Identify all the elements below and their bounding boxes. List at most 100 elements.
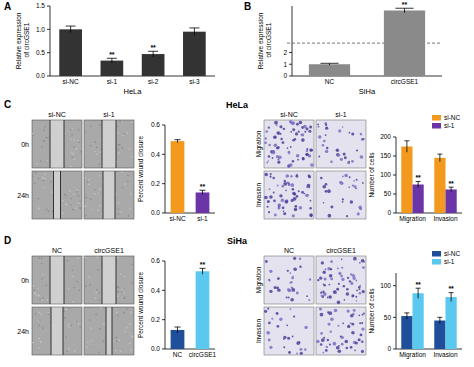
y-label: Percent wound closure — [137, 272, 144, 339]
stained-cell — [276, 155, 279, 158]
stained-cell — [289, 272, 291, 274]
photo-grid: NCcircGSE1MigrationInvasion — [255, 247, 366, 355]
y-axis — [50, 6, 51, 76]
chart: 012**NCcircGSE1SiHaRelative expression o… — [257, 1, 442, 96]
photo-texture — [79, 201, 81, 202]
stained-cell — [320, 343, 323, 346]
stained-cell — [274, 135, 277, 138]
photo-texture — [129, 208, 131, 209]
y-tick — [162, 261, 165, 262]
y-tick-label: 50 — [384, 190, 392, 197]
stained-cell — [324, 278, 327, 281]
stained-cell — [320, 291, 322, 293]
photo-texture — [123, 292, 125, 293]
stained-cell — [361, 350, 364, 353]
stained-cell — [336, 153, 339, 156]
row-label: Migration — [255, 130, 263, 157]
photo-texture — [118, 144, 120, 145]
plot-area — [59, 26, 205, 76]
photo-texture — [94, 142, 96, 143]
photo-texture — [38, 198, 40, 199]
photo-bg — [316, 171, 366, 219]
photo-texture — [115, 337, 117, 338]
stained-cell — [323, 140, 326, 143]
y-tick-label: 1.5 — [36, 2, 45, 9]
stained-cell — [283, 336, 286, 339]
photo-texture — [74, 321, 76, 322]
plot-area — [171, 140, 210, 213]
stained-cell — [336, 149, 339, 152]
y-tick-label: 0.0 — [36, 72, 45, 79]
photo-bg — [316, 307, 366, 355]
stained-cell — [333, 290, 337, 294]
stained-cell — [298, 131, 300, 133]
photo-texture — [80, 151, 82, 152]
stained-cell — [327, 267, 331, 271]
photo-texture — [34, 292, 36, 293]
stained-cell — [297, 159, 299, 161]
stained-cell — [338, 325, 340, 327]
stained-cell — [296, 175, 299, 178]
chart: 0.00.20.40.6**si-NCsi-1Percent wound clo… — [137, 121, 215, 222]
stained-cell — [281, 198, 285, 202]
bar — [434, 321, 445, 350]
stained-cell — [274, 144, 278, 148]
stained-cell — [274, 286, 277, 289]
photo-texture — [131, 121, 133, 122]
bar — [142, 54, 165, 76]
stained-cell — [308, 130, 311, 133]
y-tick-label: 2 — [283, 49, 287, 56]
photo-texture — [99, 152, 101, 153]
stained-cell — [287, 147, 289, 149]
stained-cell — [337, 349, 341, 353]
photo-texture — [77, 190, 79, 191]
wound-edge — [116, 256, 117, 304]
photo-texture — [132, 264, 134, 265]
y-tick — [393, 137, 396, 138]
stained-cell — [319, 276, 322, 279]
stained-cell — [268, 155, 271, 158]
photo-texture — [47, 137, 49, 138]
column-label: circGSE1 — [94, 247, 124, 254]
stained-cell — [328, 311, 332, 315]
photo-texture — [72, 276, 74, 277]
photo-texture — [40, 341, 42, 342]
significance: ** — [448, 180, 454, 187]
stained-cell — [326, 147, 328, 149]
stained-cell — [326, 346, 328, 348]
stained-cell — [264, 196, 268, 200]
panel-label: D — [4, 235, 11, 246]
photo-texture — [116, 341, 118, 342]
wound-edge — [102, 120, 103, 168]
photo-texture — [39, 295, 41, 296]
photo-texture — [131, 335, 133, 336]
photo-texture — [73, 152, 75, 153]
photo-texture — [129, 323, 131, 324]
photo-texture — [96, 289, 98, 290]
x-tick-label: circGSE1 — [189, 351, 217, 358]
stained-cell — [305, 153, 308, 156]
column-label: si-NC — [48, 111, 66, 118]
stained-cell — [346, 292, 349, 295]
stained-cell — [341, 343, 344, 346]
wound-edge — [115, 171, 116, 219]
photo-texture — [74, 139, 76, 140]
stained-cell — [296, 341, 300, 345]
y-label: Relative expression of circGSE1 — [15, 12, 30, 69]
stained-cell — [359, 322, 361, 324]
photo-texture — [118, 149, 120, 150]
photo-texture — [46, 209, 48, 210]
legend-swatch — [432, 123, 441, 129]
stained-cell — [277, 185, 279, 187]
photo-texture — [71, 128, 73, 129]
y-tick-label: 100 — [380, 282, 391, 289]
stained-cell — [358, 338, 361, 341]
photo-texture — [71, 139, 73, 140]
photo-texture — [98, 175, 100, 176]
stained-cell — [348, 186, 350, 188]
photo-texture — [64, 194, 66, 195]
y-tick-label: 0.5 — [36, 49, 45, 56]
y-tick-label: 1.0 — [36, 26, 45, 33]
stained-cell — [337, 268, 339, 270]
row-label: Migration — [255, 266, 263, 293]
